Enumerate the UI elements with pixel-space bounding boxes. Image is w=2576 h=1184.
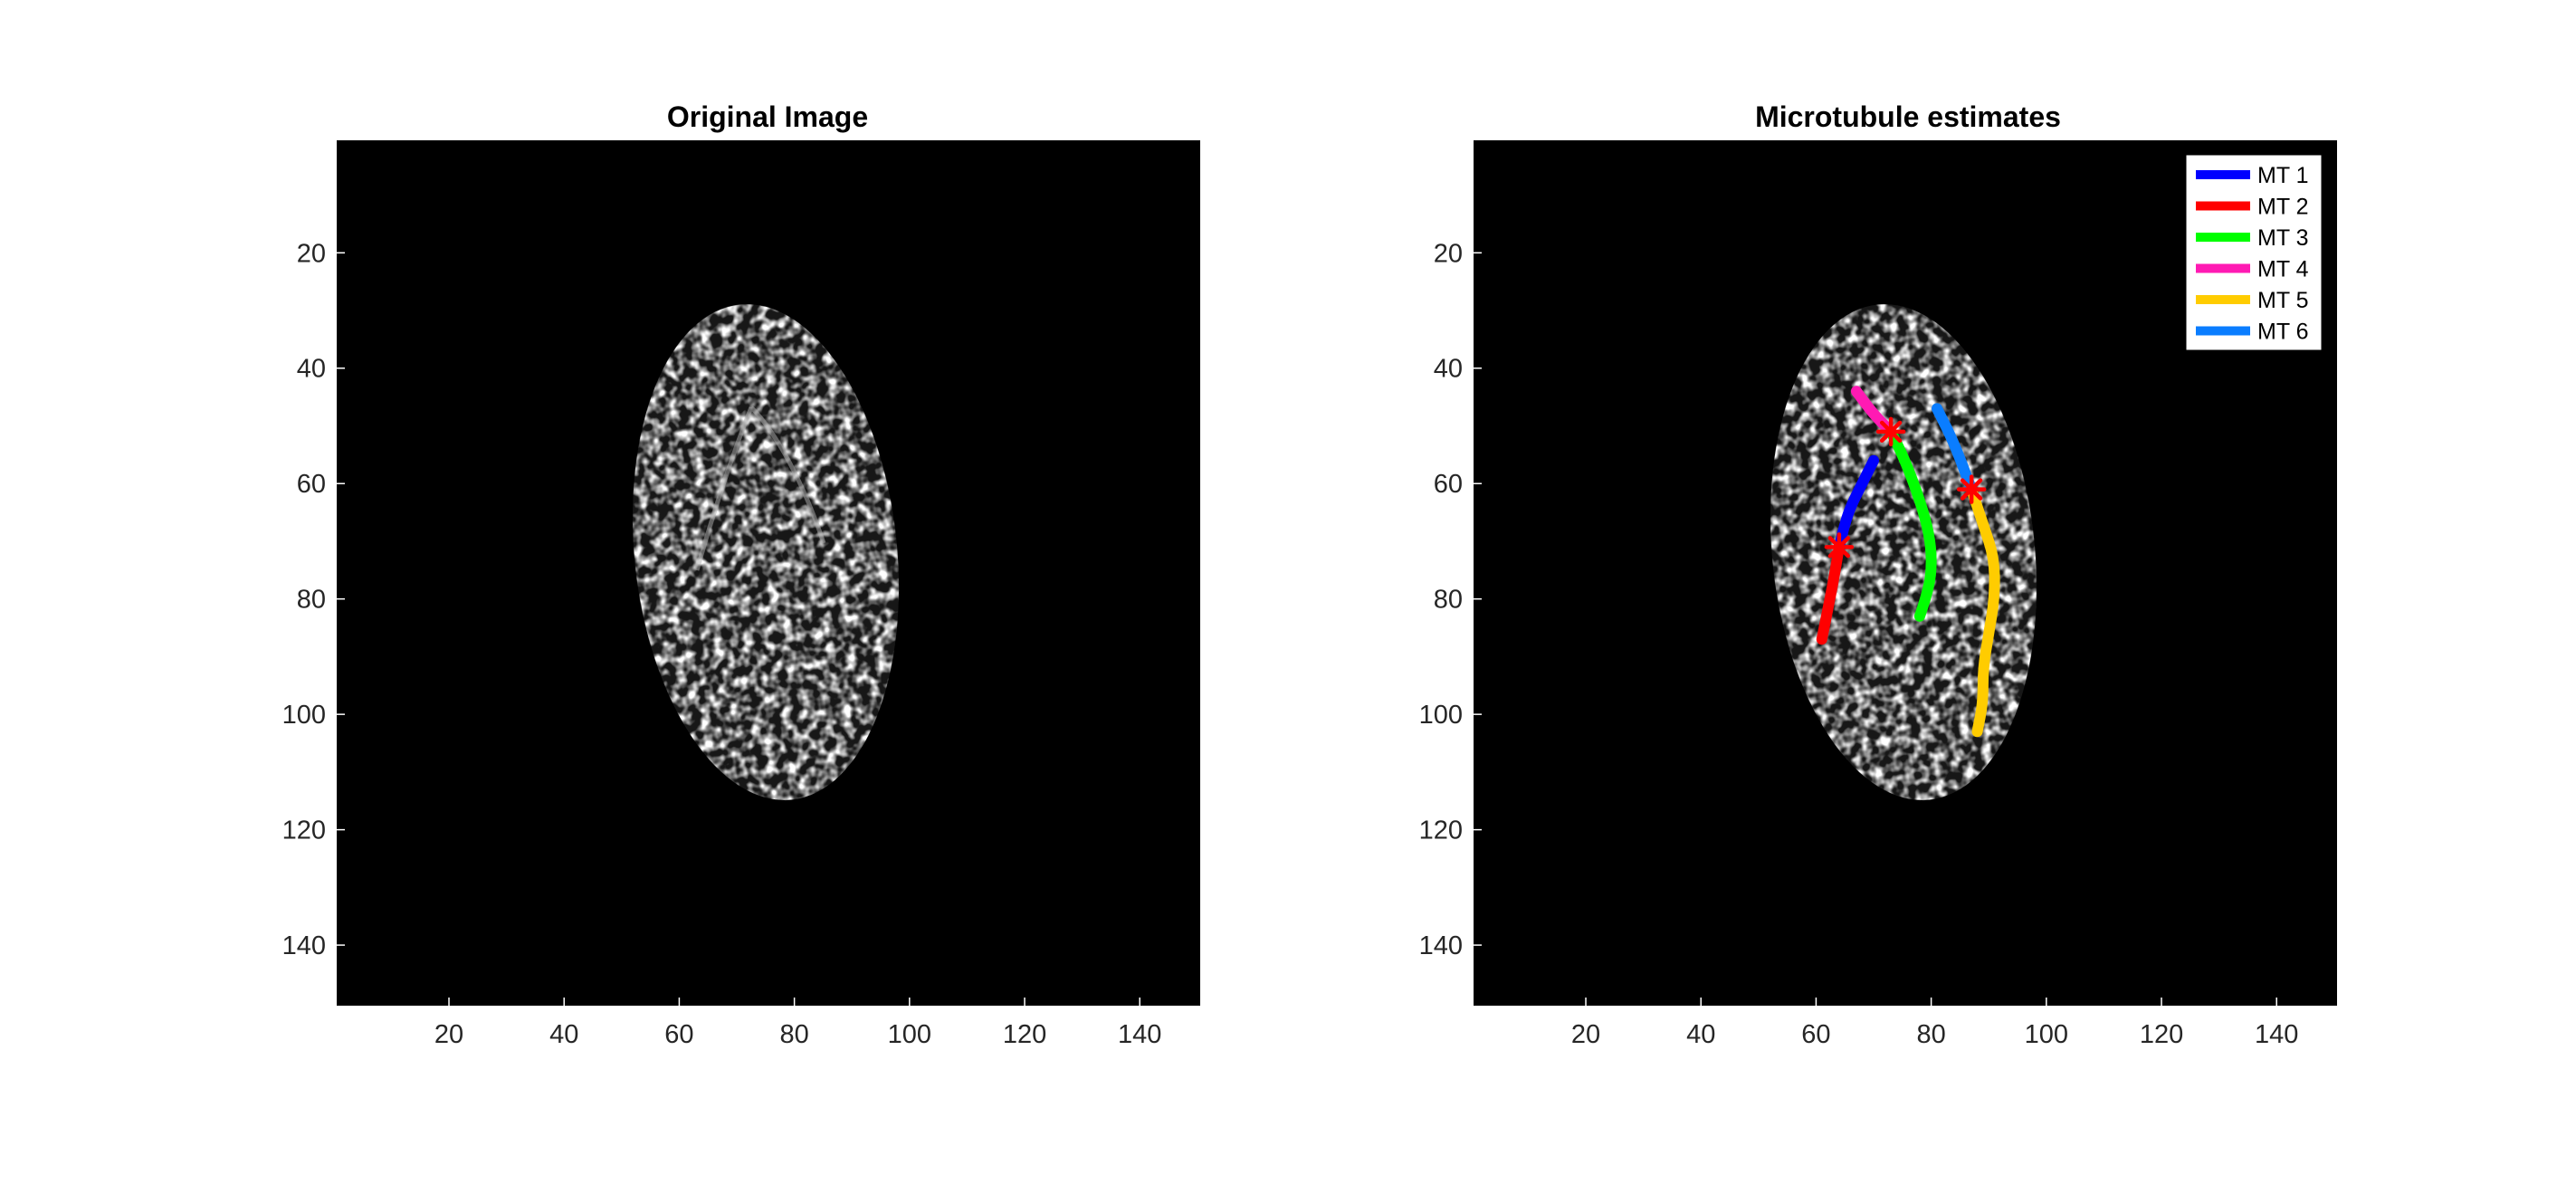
x-tick-label: 60 <box>1801 1020 1830 1049</box>
x-tick-label: 140 <box>2255 1020 2298 1049</box>
x-tick-label: 80 <box>779 1020 808 1049</box>
legend-label: MT 3 <box>2257 225 2309 251</box>
x-tick-label: 40 <box>1686 1020 1715 1049</box>
y-tick-label: 100 <box>1419 701 1463 730</box>
x-tick-label: 100 <box>888 1020 931 1049</box>
legend: MT 1 MT 2 MT 3 MT 4 MT 5 MT 6 <box>2186 155 2322 350</box>
y-tick-label: 120 <box>282 816 326 845</box>
y-tick-label: 40 <box>1434 355 1463 384</box>
junction-marker <box>1875 416 1906 447</box>
panel-original: Original Image 20 40 60 80 100 120 140 20 40 60 8… <box>282 100 1200 1049</box>
series-line-mt-2 <box>1816 541 1845 645</box>
y-tick-label: 60 <box>297 470 326 499</box>
bright-filament-original <box>694 406 826 571</box>
junction-markers <box>1824 416 1987 562</box>
junction-marker <box>1956 474 1987 504</box>
panel-estimates: Microtubule estimates 20 40 60 80 100 120 140 … <box>1419 100 2337 1049</box>
x-tick-label: 20 <box>434 1020 463 1049</box>
cell-image-original <box>632 304 900 800</box>
x-tick-label: 40 <box>549 1020 578 1049</box>
legend-label: MT 1 <box>2257 163 2309 188</box>
y-tick-label: 100 <box>282 701 326 730</box>
y-tick-label: 120 <box>1419 816 1463 845</box>
series-line-mt-1 <box>1833 454 1880 553</box>
x-tick-label: 100 <box>2025 1020 2068 1049</box>
chart-title-original: Original Image <box>667 100 868 133</box>
x-axis-estimates: 20 40 60 80 100 120 140 <box>1571 998 2298 1049</box>
x-tick-label: 60 <box>664 1020 693 1049</box>
junction-marker <box>1824 532 1855 562</box>
legend-entries: MT 1 MT 2 MT 3 MT 4 MT 5 MT 6 <box>2196 163 2309 345</box>
cell-speckle-estimates <box>1770 304 2037 800</box>
series-line-mt-3 <box>1885 425 1937 622</box>
y-tick-label: 60 <box>1434 470 1463 499</box>
y-axis-original: 20 40 60 80 100 120 140 <box>282 239 345 960</box>
x-tick-label: 120 <box>1003 1020 1046 1049</box>
legend-label: MT 6 <box>2257 320 2309 345</box>
y-tick-label: 20 <box>1434 239 1463 268</box>
y-tick-label: 20 <box>297 239 326 268</box>
legend-label: MT 4 <box>2257 257 2309 282</box>
series-line-mt-6 <box>1931 403 1978 495</box>
x-tick-label: 20 <box>1571 1020 1600 1049</box>
series-line-mt-5 <box>1966 483 2000 738</box>
y-tick-label: 80 <box>1434 586 1463 615</box>
x-tick-label: 80 <box>1916 1020 1945 1049</box>
legend-label: MT 5 <box>2257 288 2309 313</box>
x-axis-original: 20 40 60 80 100 120 140 <box>434 998 1161 1049</box>
legend-label: MT 2 <box>2257 195 2309 220</box>
y-tick-label: 140 <box>282 931 326 960</box>
cell-image-estimates <box>1770 304 2037 800</box>
y-tick-label: 140 <box>1419 931 1463 960</box>
legend-box <box>2186 155 2322 350</box>
x-tick-label: 120 <box>2140 1020 2183 1049</box>
y-tick-label: 80 <box>297 586 326 615</box>
cell-speckle-original <box>632 304 900 800</box>
y-axis-estimates: 20 40 60 80 100 120 140 <box>1419 239 1482 960</box>
y-tick-label: 40 <box>297 355 326 384</box>
chart-title-estimates: Microtubule estimates <box>1755 100 2061 133</box>
x-tick-label: 140 <box>1118 1020 1161 1049</box>
